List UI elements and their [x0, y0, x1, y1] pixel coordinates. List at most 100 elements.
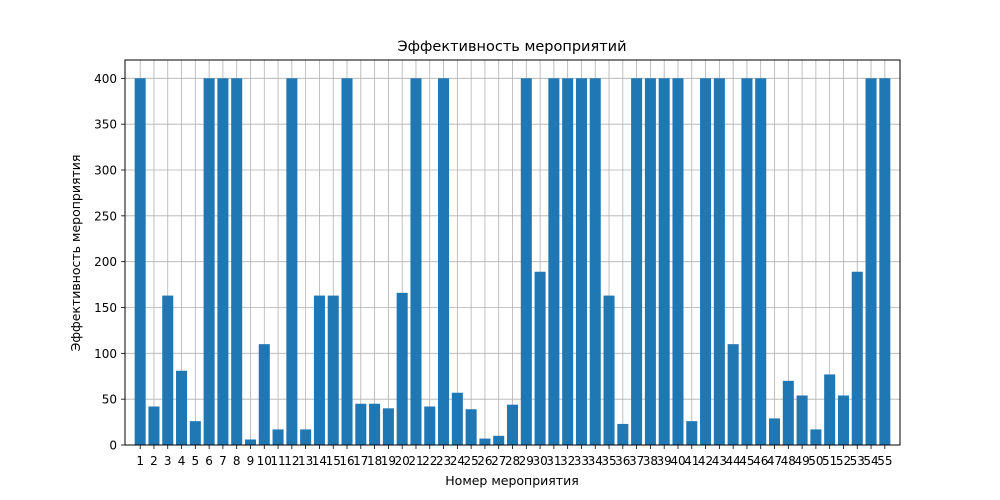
bar-38 [644, 78, 656, 445]
x-tick-label: 6 [205, 454, 213, 468]
bar-48 [782, 380, 794, 445]
bar-55 [879, 78, 891, 445]
x-tick-label: 28 [505, 454, 520, 468]
x-tick-label: 30 [532, 454, 547, 468]
x-tick-label: 42 [698, 454, 713, 468]
x-tick-label: 48 [781, 454, 796, 468]
x-tick-label: 15 [326, 454, 341, 468]
bar-44 [727, 344, 739, 445]
x-tick-label: 21 [408, 454, 423, 468]
x-tick-label: 22 [422, 454, 437, 468]
x-tick-label: 23 [436, 454, 451, 468]
x-tick-label: 10 [257, 454, 272, 468]
bar-3 [162, 295, 174, 445]
bar-12 [286, 78, 298, 445]
x-tick-label: 51 [822, 454, 837, 468]
x-tick-label: 29 [519, 454, 534, 468]
x-tick-label: 40 [670, 454, 685, 468]
bar-24 [451, 392, 463, 445]
y-tick-label: 0 [109, 439, 117, 453]
y-tick-label: 200 [94, 255, 117, 269]
x-tick-label: 45 [739, 454, 754, 468]
x-tick-label: 41 [684, 454, 699, 468]
bar-14 [313, 295, 325, 445]
bar-4 [176, 370, 188, 445]
x-tick-label: 54 [863, 454, 878, 468]
x-tick-label: 8 [233, 454, 241, 468]
x-tick-label: 46 [753, 454, 768, 468]
x-tick-label: 3 [164, 454, 172, 468]
bar-9 [244, 439, 257, 445]
bar-51 [824, 374, 836, 445]
bar-13 [300, 429, 312, 445]
x-tick-label: 13 [298, 454, 313, 468]
x-tick-label: 37 [629, 454, 644, 468]
x-axis-label: Номер мероприятия [445, 473, 578, 488]
bar-1 [134, 78, 146, 445]
x-tick-label: 12 [284, 454, 299, 468]
bar-31 [548, 78, 560, 445]
plot-frame [124, 59, 901, 446]
y-tick-label: 100 [94, 347, 117, 361]
bar-21 [410, 78, 422, 445]
bar-35 [603, 295, 615, 445]
bar-19 [382, 408, 394, 445]
bar-43 [713, 78, 725, 445]
x-tick-label: 18 [367, 454, 382, 468]
bar-36 [617, 423, 629, 445]
y-tick-label: 250 [94, 209, 117, 223]
bar-6 [203, 78, 215, 445]
bar-10 [258, 344, 270, 445]
bar-2 [148, 406, 160, 445]
x-tick-label: 4 [178, 454, 186, 468]
x-tick-label: 52 [836, 454, 851, 468]
bar-47 [768, 418, 781, 445]
bar-32 [562, 78, 574, 445]
bar-8 [231, 78, 243, 445]
x-tick-label: 35 [601, 454, 616, 468]
x-tick-label: 25 [463, 454, 478, 468]
x-tick-label: 26 [477, 454, 492, 468]
x-tick-label: 32 [560, 454, 575, 468]
x-tick-label: 33 [574, 454, 589, 468]
x-tick-label: 39 [657, 454, 672, 468]
bar-layer [134, 78, 891, 445]
x-tick-label: 47 [767, 454, 782, 468]
y-tick-label: 300 [94, 164, 117, 178]
x-tick-label: 11 [270, 454, 285, 468]
bar-5 [189, 421, 201, 445]
bar-39 [658, 78, 670, 445]
bar-33 [575, 78, 587, 445]
bar-29 [520, 78, 532, 445]
bar-42 [700, 78, 712, 445]
bar-22 [424, 406, 436, 445]
bar-17 [355, 403, 367, 445]
bar-7 [217, 78, 229, 445]
bar-40 [672, 78, 684, 445]
x-tick-label: 19 [381, 454, 396, 468]
bar-11 [272, 429, 284, 445]
x-tick-label: 49 [794, 454, 809, 468]
x-tick-label: 38 [643, 454, 658, 468]
bar-41 [686, 421, 698, 445]
y-tick-label: 150 [94, 301, 117, 315]
tick-layer: 1 2 3 4 5 6 7 8 9 1011121314151617181920212223242… [94, 72, 892, 468]
chart-title: Эффективность мероприятий [398, 39, 627, 55]
x-tick-label: 31 [546, 454, 561, 468]
bar-52 [837, 395, 849, 445]
bar-15 [327, 295, 339, 445]
x-tick-label: 9 [247, 454, 255, 468]
bar-54 [865, 78, 877, 445]
bar-28 [506, 404, 519, 445]
bar-34 [589, 78, 601, 445]
x-tick-label: 55 [877, 454, 892, 468]
bar-50 [810, 429, 822, 445]
y-tick-label: 50 [102, 393, 117, 407]
bar-30 [534, 271, 546, 445]
x-tick-label: 44 [725, 454, 740, 468]
x-tick-label: 24 [450, 454, 465, 468]
x-tick-label: 14 [312, 454, 327, 468]
bar-53 [851, 271, 863, 445]
x-tick-label: 53 [850, 454, 865, 468]
